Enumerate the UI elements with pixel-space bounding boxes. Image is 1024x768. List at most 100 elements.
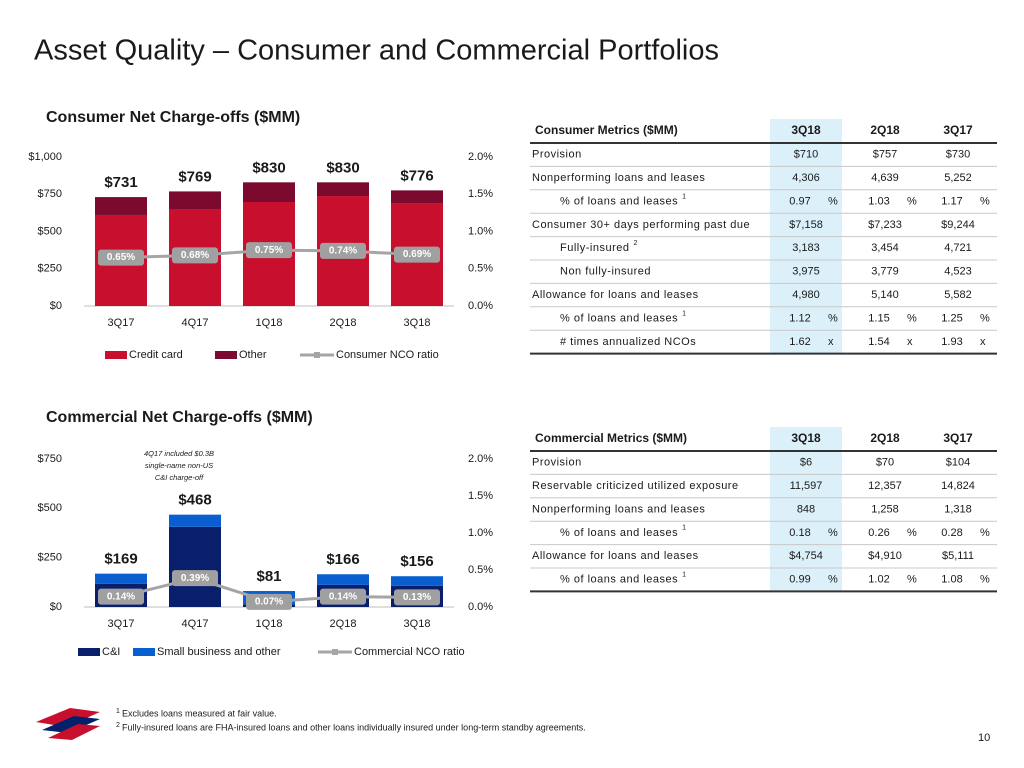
cell: 3,975 xyxy=(792,266,820,278)
cell: 3,779 xyxy=(871,266,899,278)
cell: 1.25 xyxy=(941,312,962,324)
cell: 3,454 xyxy=(871,242,899,254)
annotation: 4Q17 included $0.3B xyxy=(144,449,214,458)
cell: 1.54 xyxy=(868,336,889,348)
table-header: 3Q18 xyxy=(791,123,821,137)
cell: 14,824 xyxy=(941,480,975,492)
ratio-label-box xyxy=(320,242,366,259)
superscript: 1 xyxy=(682,572,686,579)
x-tick-label: 3Q17 xyxy=(108,618,135,630)
bar-segment xyxy=(169,514,221,527)
cell-unit: % xyxy=(907,574,917,586)
cell: 3,183 xyxy=(792,242,820,254)
ratio-label: 0.74% xyxy=(329,246,357,257)
cell: 1,318 xyxy=(944,503,972,515)
ratio-label: 0.07% xyxy=(255,596,283,607)
ratio-label-box xyxy=(98,588,144,605)
cell-unit: x xyxy=(828,336,834,348)
cell: $9,244 xyxy=(941,219,975,231)
row-label: # times annualized NCOs xyxy=(560,336,696,348)
y2-tick-label: 1.0% xyxy=(468,527,493,539)
bar-segment xyxy=(243,182,295,202)
bar-segment xyxy=(95,573,147,584)
cell: 0.28 xyxy=(941,527,962,539)
y2-tick-label: 2.0% xyxy=(468,453,493,465)
cell: $757 xyxy=(873,149,897,161)
table-header: 3Q17 xyxy=(943,431,973,445)
row-label: Allowance for loans and leases xyxy=(532,289,699,301)
row-label: Consumer 30+ days performing past due xyxy=(532,219,750,231)
y-tick-label: $750 xyxy=(38,188,62,200)
cell: 0.18 xyxy=(789,527,810,539)
ratio-label-box xyxy=(98,249,144,266)
y-tick-label: $0 xyxy=(50,601,62,613)
y2-tick-label: 1.0% xyxy=(468,225,493,237)
superscript: 1 xyxy=(682,310,686,317)
row-label: % of loans and leases xyxy=(560,195,678,207)
row-label: Nonperforming loans and leases xyxy=(532,172,705,184)
legend-swatch xyxy=(215,351,237,359)
y-tick-label: $1,000 xyxy=(28,151,62,163)
x-tick-label: 3Q18 xyxy=(404,317,431,329)
row-label: % of loans and leases xyxy=(560,312,678,324)
legend-marker xyxy=(314,352,320,358)
x-tick-label: 1Q18 xyxy=(256,618,283,630)
legend-label: Consumer NCO ratio xyxy=(336,349,439,361)
slide-title: Asset Quality – Consumer and Commercial … xyxy=(34,35,719,67)
y2-tick-label: 0.5% xyxy=(468,564,493,576)
footnote-mark: 1 xyxy=(116,708,120,715)
bar-segment xyxy=(317,182,369,197)
cell: 1.62 xyxy=(789,336,810,348)
cell: 4,639 xyxy=(871,172,899,184)
ratio-label: 0.14% xyxy=(107,591,135,602)
ratio-label: 0.75% xyxy=(255,245,283,256)
cell-unit: x xyxy=(907,336,913,348)
bar-segment xyxy=(95,197,147,215)
cell-unit: % xyxy=(828,195,838,207)
legend-label: Small business and other xyxy=(157,646,281,658)
legend-label: C&I xyxy=(102,646,120,658)
cell-unit: % xyxy=(980,312,990,324)
cell: $730 xyxy=(946,149,970,161)
total-label: $156 xyxy=(400,553,433,570)
chart-title: Consumer Net Charge-offs ($MM) xyxy=(46,109,300,126)
cell: 4,306 xyxy=(792,172,820,184)
cell: 5,582 xyxy=(944,289,972,301)
total-label: $830 xyxy=(326,159,359,176)
legend-swatch xyxy=(105,351,127,359)
footnote: Excludes loans measured at fair value. xyxy=(122,708,277,718)
logo xyxy=(36,708,100,740)
superscript: 2 xyxy=(633,240,637,247)
y-tick-label: $250 xyxy=(38,552,62,564)
bar-segment xyxy=(169,191,221,210)
legend-swatch xyxy=(78,648,100,656)
ratio-label-box xyxy=(246,593,292,610)
cell-unit: % xyxy=(828,527,838,539)
row-label: Allowance for loans and leases xyxy=(532,550,699,562)
total-label: $169 xyxy=(104,551,137,568)
ratio-label: 0.68% xyxy=(181,250,209,261)
cell: 5,140 xyxy=(871,289,899,301)
ratio-label-box xyxy=(172,570,218,587)
chart-title: Commercial Net Charge-offs ($MM) xyxy=(46,409,313,426)
cell: $710 xyxy=(794,149,818,161)
cell: 4,523 xyxy=(944,266,972,278)
row-label: Nonperforming loans and leases xyxy=(532,503,705,515)
annotation: single-name non-US xyxy=(145,461,213,470)
cell: $4,910 xyxy=(868,550,902,562)
y2-tick-label: 0.0% xyxy=(468,300,493,312)
y2-tick-label: 0.0% xyxy=(468,601,493,613)
table-header: 2Q18 xyxy=(870,431,900,445)
y-tick-label: $250 xyxy=(38,263,62,275)
cell: $7,233 xyxy=(868,219,902,231)
cell-unit: % xyxy=(828,574,838,586)
cell: 0.99 xyxy=(789,574,810,586)
cell: 1.15 xyxy=(868,312,889,324)
row-label: % of loans and leases xyxy=(560,574,678,586)
x-tick-label: 2Q18 xyxy=(330,618,357,630)
footnote: Fully-insured loans are FHA-insured loan… xyxy=(122,722,586,732)
total-label: $776 xyxy=(400,167,433,184)
x-tick-label: 4Q17 xyxy=(182,618,209,630)
total-label: $769 xyxy=(178,168,211,185)
